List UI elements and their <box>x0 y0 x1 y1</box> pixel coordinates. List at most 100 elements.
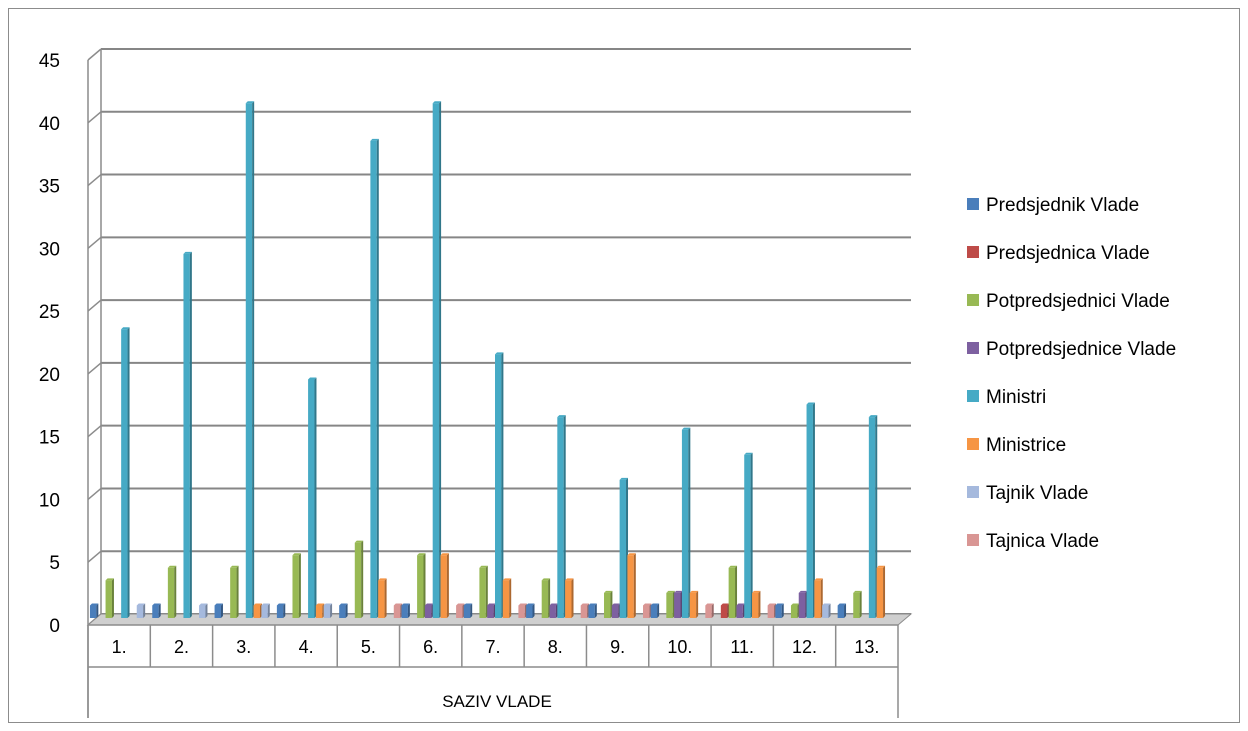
bar <box>853 590 862 618</box>
bar-front <box>790 605 798 618</box>
bar-top <box>502 578 512 581</box>
bar-side <box>220 603 223 618</box>
legend-swatch <box>967 342 979 354</box>
bar-top <box>308 377 317 380</box>
bar-top <box>674 590 683 593</box>
bar-front <box>775 605 782 618</box>
bar-front <box>339 605 346 618</box>
legend-swatch <box>967 294 979 306</box>
bar <box>604 590 613 618</box>
bar-front <box>868 417 876 618</box>
bar-top <box>588 603 597 606</box>
bar <box>876 565 886 618</box>
x-axis-title: SAZIV VLADE <box>442 692 552 711</box>
bar-top <box>767 603 777 606</box>
x-tick-label: 6. <box>423 637 438 657</box>
bar-front <box>627 555 634 618</box>
bar-front <box>323 605 331 618</box>
bar-front <box>650 605 658 618</box>
bar-top <box>432 101 442 104</box>
legend-swatch <box>967 534 979 546</box>
bar-top <box>370 138 379 141</box>
bar <box>292 553 301 618</box>
bar-front <box>136 605 144 618</box>
bar-side <box>127 327 130 618</box>
bar-front <box>728 567 736 618</box>
bar-top <box>868 415 878 418</box>
bar-side <box>657 603 660 618</box>
bar-side <box>111 578 114 618</box>
bar-top <box>89 603 99 606</box>
bar-front <box>199 605 206 618</box>
legend-label: Potpredsjednice Vlade <box>986 339 1176 360</box>
bar <box>611 603 621 618</box>
bar <box>868 415 878 618</box>
bar-front <box>370 140 377 618</box>
legend-label: Ministri <box>986 387 1046 408</box>
bar <box>315 603 325 618</box>
bar-side <box>158 603 161 618</box>
x-tick-label: 11. <box>730 637 754 657</box>
bar-front <box>424 605 432 618</box>
y-tick-label: 25 <box>39 302 60 323</box>
bar <box>518 603 527 618</box>
bar <box>565 578 574 618</box>
bar <box>619 477 629 618</box>
bar <box>728 565 738 618</box>
legend-label: Predsjednica Vlade <box>986 243 1150 264</box>
bar <box>767 603 777 618</box>
bar <box>790 603 800 618</box>
bar-side <box>735 565 738 618</box>
bar-side <box>509 578 512 618</box>
y-tick-label: 0 <box>49 616 60 637</box>
bar <box>199 603 208 618</box>
legend-item: Predsjednik Vlade <box>967 195 1139 216</box>
bar-front <box>245 103 253 618</box>
gridline-diag <box>87 48 102 61</box>
bar-top <box>728 565 738 568</box>
bar-front <box>767 605 775 618</box>
bar-top <box>876 565 886 568</box>
bar-side <box>633 553 636 618</box>
bar-front <box>354 542 362 618</box>
bar-side <box>376 138 379 618</box>
x-tick-label: 4. <box>299 637 314 657</box>
bar <box>674 590 683 618</box>
bar-side <box>532 603 535 618</box>
bar-side <box>883 565 886 618</box>
y-tick-label: 35 <box>39 177 60 198</box>
bar-top <box>167 565 177 568</box>
bar-front <box>401 605 408 618</box>
bar-front <box>549 605 556 618</box>
bar-front <box>565 580 572 618</box>
bar-top <box>152 603 161 606</box>
bar-top <box>549 603 558 606</box>
legend-swatch <box>967 390 979 402</box>
bar-top <box>604 590 613 593</box>
bar-front <box>674 592 681 618</box>
x-tick-label: 3. <box>236 637 251 657</box>
bar-top <box>261 603 270 606</box>
bar <box>440 553 449 618</box>
bar-top <box>424 603 434 606</box>
bar-front <box>456 605 463 618</box>
y-tick-label: 5 <box>49 553 60 574</box>
bar-top <box>806 402 815 405</box>
bar-front <box>518 605 525 618</box>
bar-front <box>495 354 502 618</box>
bar-top <box>650 603 660 606</box>
bar-top <box>822 603 831 606</box>
bar-top <box>619 477 629 480</box>
legend-item: Tajnica Vlade <box>967 531 1099 552</box>
bar-side <box>252 101 255 618</box>
bar-top <box>230 565 239 568</box>
bar-top <box>518 603 527 606</box>
legend: Predsjednik Vlade Predsjednica Vlade Potpr… <box>967 195 1176 552</box>
bar-front <box>292 555 299 618</box>
bar <box>253 603 262 618</box>
bar-side <box>758 590 761 618</box>
bar-front <box>798 592 806 618</box>
gridline-diag <box>87 425 102 438</box>
bar-front <box>666 592 673 618</box>
bar-front <box>806 404 813 618</box>
